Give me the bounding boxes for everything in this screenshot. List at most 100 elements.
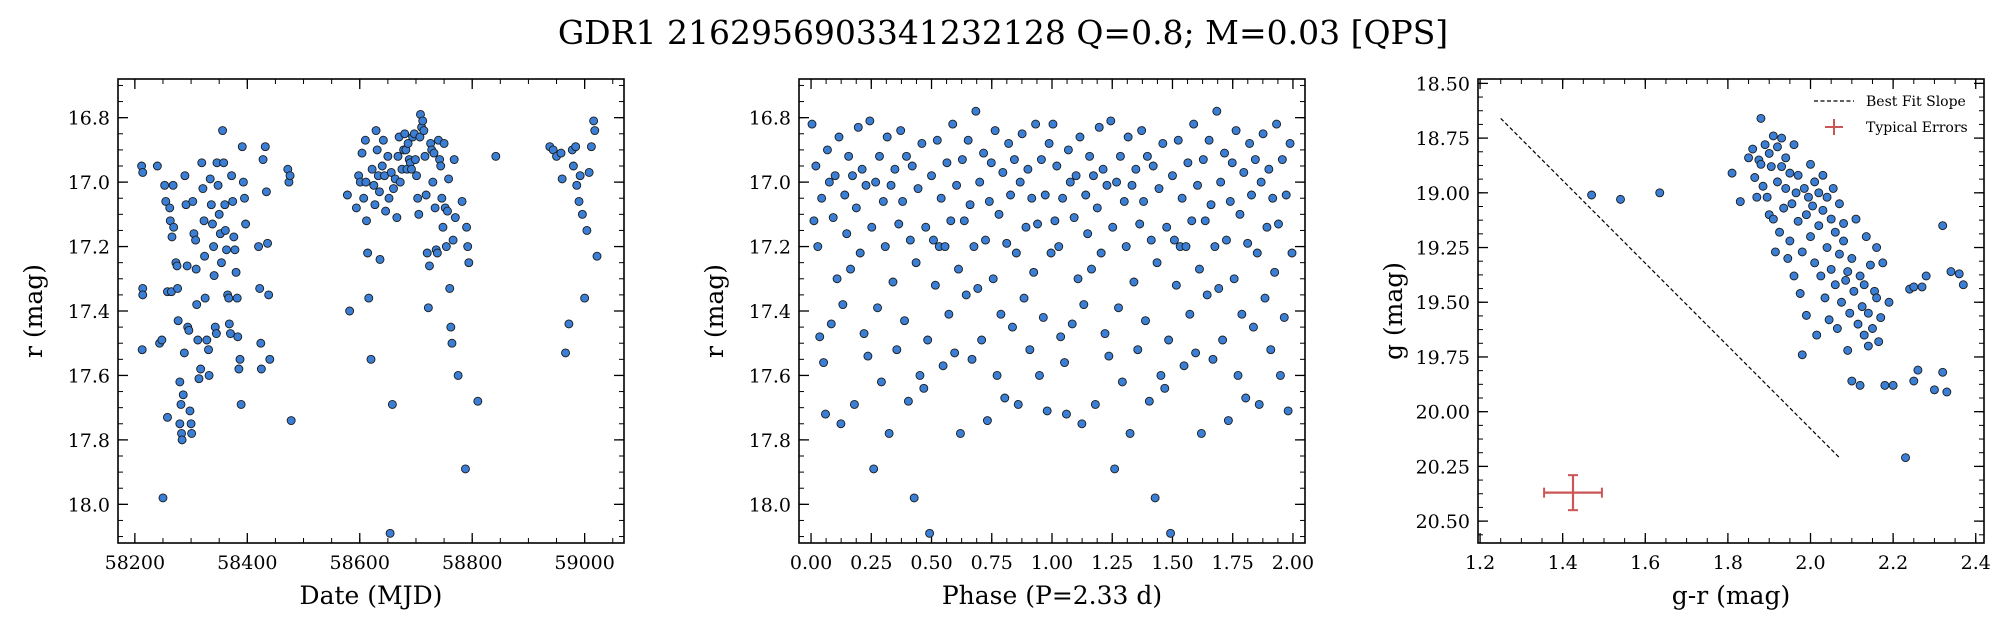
data-point	[184, 325, 194, 335]
data-point	[811, 161, 821, 171]
data-point	[238, 177, 248, 187]
data-point	[449, 155, 459, 165]
data-point	[260, 142, 270, 152]
data-point	[429, 148, 439, 158]
data-point	[383, 151, 393, 161]
data-point	[1851, 214, 1861, 224]
data-point	[158, 493, 168, 503]
data-point	[959, 216, 969, 226]
data-point	[584, 167, 594, 177]
data-point	[1855, 271, 1865, 281]
data-point	[929, 235, 938, 245]
x-tick-label: 58800	[442, 552, 502, 574]
data-point	[921, 222, 931, 232]
y-tick-label: 20.50	[1416, 511, 1470, 533]
data-point	[1797, 350, 1807, 360]
data-point	[1806, 159, 1815, 169]
data-point	[1008, 322, 1017, 332]
data-point	[873, 303, 883, 313]
data-point	[1100, 329, 1110, 339]
data-point	[1801, 310, 1811, 320]
data-point	[241, 219, 251, 229]
data-point	[821, 409, 830, 419]
data-point	[1060, 358, 1069, 368]
y-tick-label: 17.0	[749, 172, 791, 194]
data-point	[462, 222, 472, 232]
data-point	[1079, 300, 1089, 310]
data-point	[1225, 196, 1235, 206]
data-point	[1783, 254, 1793, 263]
data-point	[992, 370, 1002, 380]
data-point	[586, 142, 596, 152]
data-point	[1921, 271, 1931, 281]
data-point	[1040, 190, 1050, 200]
data-point	[286, 416, 296, 426]
data-point	[418, 116, 428, 126]
data-point	[1121, 242, 1131, 252]
data-point	[830, 171, 840, 181]
data-point	[1254, 399, 1264, 409]
data-point	[957, 155, 967, 165]
data-point	[191, 264, 201, 274]
data-point	[1252, 248, 1262, 258]
data-point	[436, 161, 446, 171]
data-point	[1142, 151, 1152, 161]
data-point	[857, 164, 867, 174]
data-point	[832, 274, 842, 284]
data-point	[1087, 264, 1096, 274]
x-tick-label: 59000	[554, 552, 614, 574]
data-point	[447, 338, 457, 348]
data-point	[220, 225, 230, 235]
data-point	[946, 216, 956, 226]
data-point	[1744, 153, 1754, 163]
data-point	[1727, 168, 1737, 178]
data-point	[198, 184, 208, 194]
data-point	[1855, 380, 1865, 390]
data-point	[200, 251, 210, 261]
data-point	[261, 187, 271, 197]
data-point	[1036, 155, 1046, 165]
data-point	[1942, 387, 1952, 397]
data-point	[1287, 248, 1297, 258]
plot-frame	[1477, 78, 1985, 544]
y-tick-label: 17.8	[749, 430, 791, 452]
x-tick-label: 2.0	[1795, 552, 1825, 574]
plot-frame	[798, 78, 1306, 544]
data-point	[1806, 232, 1815, 242]
data-point	[182, 261, 192, 271]
data-point	[888, 277, 898, 287]
data-point	[393, 151, 403, 161]
data-point	[197, 158, 207, 168]
x-tick-label: 1.8	[1713, 552, 1743, 574]
data-point	[582, 225, 592, 235]
data-point	[807, 119, 817, 129]
data-point	[138, 167, 148, 177]
data-point	[256, 364, 266, 374]
data-point	[1081, 190, 1091, 200]
data-point	[986, 158, 996, 168]
data-point	[463, 242, 473, 252]
data-point	[1071, 171, 1081, 181]
data-point	[444, 174, 454, 184]
data-point	[1256, 177, 1266, 187]
data-point	[1861, 232, 1871, 242]
data-point	[1248, 322, 1258, 332]
data-point	[187, 428, 197, 438]
data-point	[370, 200, 380, 210]
data-point	[425, 261, 434, 271]
data-point	[925, 528, 935, 538]
data-point	[1830, 227, 1840, 237]
data-point	[234, 364, 244, 374]
data-point	[590, 126, 600, 136]
data-point	[952, 180, 962, 190]
data-point	[572, 180, 582, 190]
data-point	[577, 209, 587, 219]
data-point	[1090, 399, 1100, 409]
x-tick-label: 1.50	[1151, 552, 1193, 574]
data-point	[1768, 131, 1778, 141]
data-point	[1208, 354, 1218, 364]
data-point	[1837, 297, 1846, 307]
data-point	[1035, 370, 1044, 380]
data-point	[1785, 236, 1795, 246]
